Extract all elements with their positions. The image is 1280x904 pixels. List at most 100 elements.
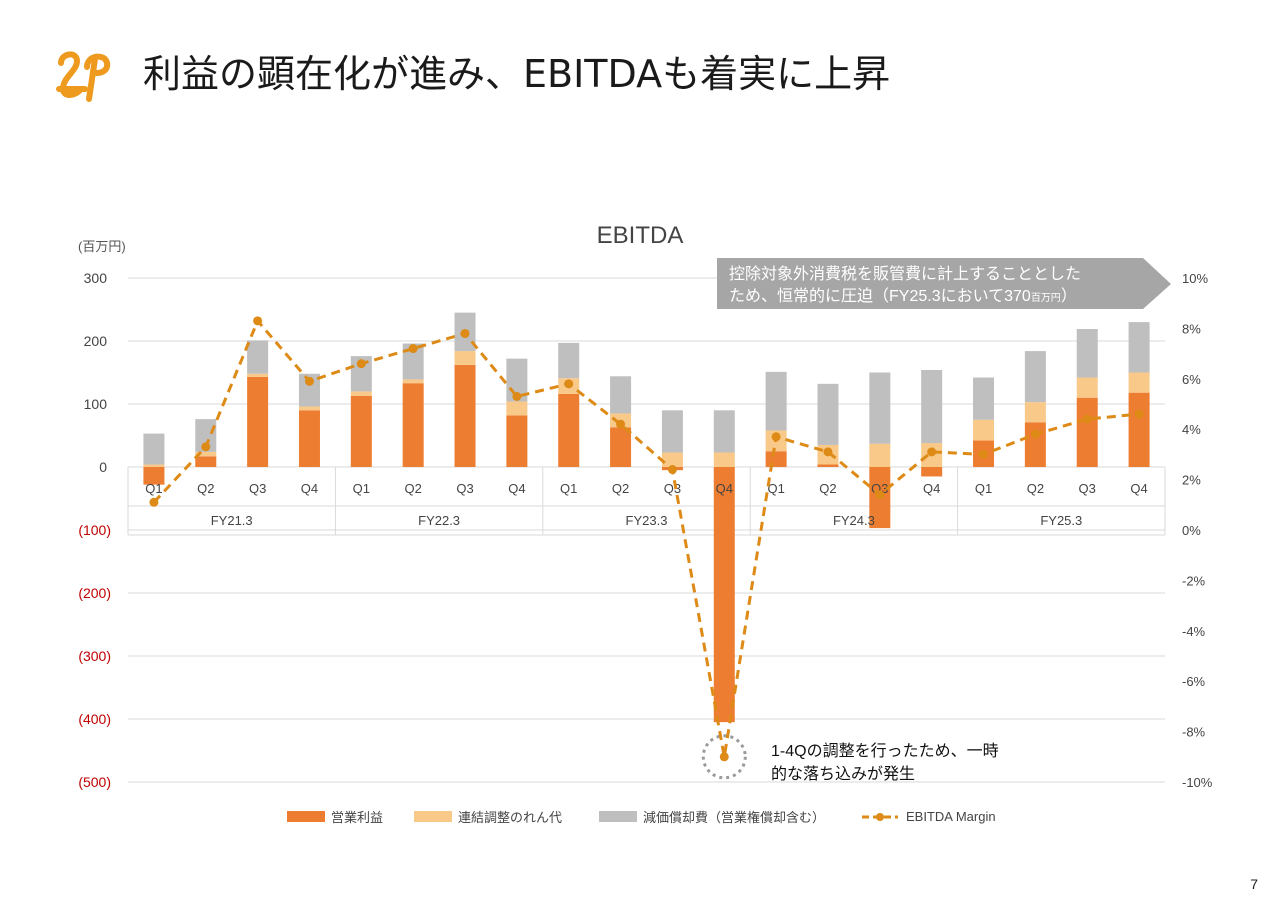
x-tick-label: Q4 [923, 481, 940, 496]
bar-segment [350, 395, 372, 467]
ebitda-margin-point [201, 442, 211, 452]
bar-segment [454, 351, 476, 365]
bar-segment [195, 419, 217, 452]
legend-swatch [287, 811, 325, 822]
ebitda-margin-point [564, 379, 574, 389]
callout-text-line1: 控除対象外消費税を販管費に計上することとした [729, 265, 1081, 283]
bar-segment [610, 427, 632, 467]
legend-swatch [414, 811, 452, 822]
bar-segment [1076, 377, 1098, 398]
ebitda-margin-point [719, 752, 729, 762]
bar-segment [1024, 422, 1046, 467]
x-tick-label: Q2 [405, 481, 422, 496]
ebitda-margin-point [979, 449, 989, 459]
bar-segment [195, 456, 217, 467]
group-label: FY22.3 [418, 513, 460, 528]
x-tick-label: Q3 [1079, 481, 1096, 496]
x-tick-label: Q1 [767, 481, 784, 496]
ebitda-margin-point [927, 447, 937, 457]
bar-segment [350, 356, 372, 392]
x-tick-label: Q2 [197, 481, 214, 496]
bar-segment [143, 464, 165, 467]
bar-segment [143, 467, 165, 485]
ebitda-margin-point [1134, 409, 1144, 419]
x-tick-label: Q2 [819, 481, 836, 496]
bar-segment [713, 410, 735, 453]
bar-segment [1076, 397, 1098, 467]
x-tick-label: Q4 [716, 481, 733, 496]
ebitda-margin-point [667, 465, 677, 475]
bar-segment [661, 452, 683, 467]
ebitda-margin-point [253, 316, 263, 326]
ebitda-margin-point [1030, 429, 1040, 439]
page-number: 7 [1250, 876, 1258, 892]
y2-tick-label: 6% [1182, 372, 1201, 387]
x-tick-label: Q4 [508, 481, 525, 496]
y-tick-label: 300 [84, 270, 108, 286]
x-tick-label: Q3 [456, 481, 473, 496]
bar-segment [506, 415, 528, 467]
y2-tick-label: 2% [1182, 473, 1201, 488]
bar-segment [973, 377, 995, 420]
legend-label: 減価償却費（営業権償却含む） [643, 810, 825, 825]
y-tick-label: (100) [78, 522, 111, 538]
bar-segment [869, 443, 891, 467]
ebitda-margin-point [356, 359, 366, 369]
chart-title: EBITDA [597, 222, 684, 249]
bar-segment [298, 373, 320, 407]
ebitda-margin-point [616, 419, 626, 429]
group-label: FY23.3 [626, 513, 668, 528]
bar-segment [1128, 372, 1150, 393]
x-tick-label: Q1 [975, 481, 992, 496]
bar-segment [661, 410, 683, 453]
ebitda-margin-line [152, 318, 1140, 758]
y-tick-label: (300) [78, 648, 111, 664]
ebitda-margin-point [823, 447, 833, 457]
bar-segment [506, 401, 528, 416]
bar-segment [247, 376, 269, 467]
y-tick-label: (500) [78, 774, 111, 790]
legend-label: 連結調整のれん代 [458, 810, 562, 825]
bar-segment [765, 371, 787, 431]
x-tick-label: Q1 [145, 481, 162, 496]
bar-segment [817, 383, 839, 445]
y2-tick-label: -4% [1182, 624, 1206, 639]
legend-label: EBITDA Margin [906, 809, 996, 824]
x-tick-label: Q1 [560, 481, 577, 496]
y-tick-label: 200 [84, 333, 108, 349]
ebitda-margin-point [460, 328, 470, 338]
y2-tick-label: 0% [1182, 523, 1201, 538]
legend-marker [876, 813, 884, 821]
bar-segment [558, 342, 580, 379]
bar-segment [921, 369, 943, 444]
ebitda-margin-point [304, 376, 314, 386]
ebitda-margin-point [408, 344, 418, 354]
y-tick-label: 0 [99, 459, 107, 475]
bar-segment [1128, 392, 1150, 467]
bar-segment [558, 393, 580, 467]
bar-segment [1128, 322, 1150, 373]
bar-segment [713, 452, 735, 467]
y2-tick-label: -6% [1182, 674, 1206, 689]
x-tick-label: Q1 [353, 481, 370, 496]
group-label: FY21.3 [211, 513, 253, 528]
bar-segment [195, 451, 217, 457]
group-label: FY25.3 [1040, 513, 1082, 528]
bar-segment [817, 464, 839, 467]
bar-segment [350, 391, 372, 396]
bar-segment [298, 406, 320, 411]
ebitda-margin-point [149, 497, 159, 507]
bar-segment [1024, 402, 1046, 423]
dip-note-line2: 的な落ち込みが発生 [771, 765, 915, 783]
ebitda-margin-point [771, 432, 781, 442]
bar-segment [1024, 351, 1046, 403]
ebitda-margin-point [1082, 414, 1092, 424]
legend-label: 営業利益 [331, 810, 383, 825]
y-tick-label: (400) [78, 711, 111, 727]
dip-note-line1: 1-4Qの調整を行ったため、一時 [771, 742, 999, 760]
y2-tick-label: 10% [1182, 271, 1208, 286]
y2-tick-label: -10% [1182, 775, 1213, 790]
highlight-circle [701, 734, 747, 780]
bar-segment [1076, 329, 1098, 378]
